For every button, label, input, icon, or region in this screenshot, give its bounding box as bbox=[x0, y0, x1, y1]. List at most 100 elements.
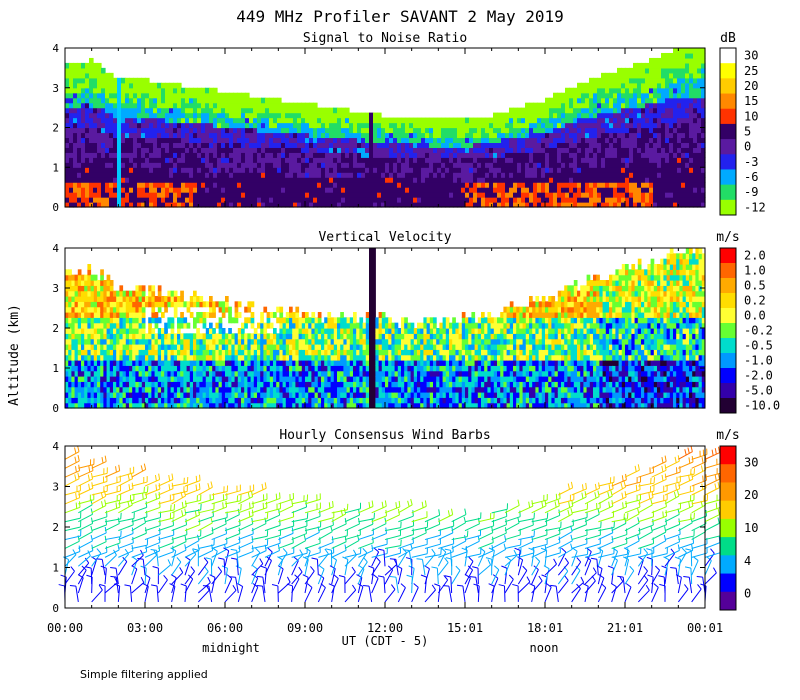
snr-cell bbox=[145, 112, 150, 119]
snr-cell bbox=[209, 172, 214, 178]
velocity-cell bbox=[138, 290, 143, 297]
snr-cell bbox=[337, 177, 342, 183]
snr-cell bbox=[237, 157, 242, 163]
snr-cell bbox=[433, 127, 438, 134]
snr-cell bbox=[241, 142, 246, 148]
snr-cell bbox=[661, 62, 666, 69]
velocity-cell bbox=[135, 290, 140, 297]
velocity-cell bbox=[241, 344, 245, 350]
snr-cell bbox=[117, 137, 122, 144]
snr-cell bbox=[689, 92, 694, 99]
snr-cell bbox=[533, 162, 538, 168]
snr-cell bbox=[413, 192, 418, 198]
snr-cell bbox=[689, 97, 694, 104]
snr-cell bbox=[221, 142, 226, 148]
snr-cell bbox=[73, 162, 78, 168]
velocity-cell bbox=[148, 322, 152, 329]
snr-cell bbox=[305, 202, 310, 208]
velocity-cell bbox=[97, 360, 101, 366]
snr-cell bbox=[589, 102, 594, 109]
snr-cell bbox=[97, 142, 102, 148]
snr-cell bbox=[501, 187, 506, 193]
velocity-cell bbox=[81, 360, 85, 366]
snr-cell bbox=[261, 107, 266, 114]
snr-cell bbox=[601, 147, 606, 153]
snr-cell bbox=[297, 167, 302, 173]
snr-cell bbox=[129, 187, 134, 193]
snr-cell bbox=[381, 142, 386, 148]
snr-cell bbox=[601, 177, 606, 183]
snr-cell bbox=[289, 182, 294, 188]
snr-cell bbox=[101, 177, 106, 183]
velocity-cell bbox=[161, 312, 165, 318]
snr-cell bbox=[381, 122, 386, 129]
snr-cell bbox=[89, 117, 94, 124]
snr-cell bbox=[197, 202, 202, 208]
snr-cell bbox=[509, 177, 514, 183]
snr-cell bbox=[661, 117, 666, 124]
snr-cell bbox=[345, 142, 350, 148]
snr-cell bbox=[649, 87, 654, 94]
snr-cell bbox=[673, 97, 678, 104]
snr-cell bbox=[153, 147, 158, 153]
velocity-cell bbox=[132, 317, 136, 324]
velocity-cell bbox=[157, 296, 162, 302]
snr-cell bbox=[221, 187, 226, 193]
snr-cell bbox=[221, 92, 226, 99]
snr-cell bbox=[601, 167, 606, 173]
snr-cell bbox=[521, 142, 526, 148]
snr-cell bbox=[445, 177, 450, 183]
snr-cell bbox=[209, 97, 214, 104]
snr-cell bbox=[541, 152, 546, 158]
snr-cell bbox=[209, 117, 214, 124]
snr-cell bbox=[421, 192, 426, 198]
snr-cell bbox=[309, 117, 314, 124]
snr-cell bbox=[549, 157, 554, 163]
snr-cell bbox=[581, 107, 586, 114]
snr-cell bbox=[269, 162, 274, 168]
velocity-cell bbox=[132, 328, 136, 334]
velocity-cell bbox=[231, 365, 236, 372]
snr-cell bbox=[85, 112, 90, 119]
snr-cell bbox=[337, 122, 342, 129]
snr-cell bbox=[377, 172, 382, 178]
snr-cell bbox=[673, 67, 678, 74]
velocity-cell bbox=[215, 365, 220, 372]
snr-colorbar-unit: dB bbox=[720, 31, 736, 46]
velocity-cell bbox=[234, 365, 239, 372]
snr-cell bbox=[677, 57, 682, 64]
velocity-cell bbox=[241, 370, 245, 377]
snr-cell bbox=[569, 192, 574, 198]
snr-cell bbox=[185, 122, 190, 129]
snr-cell bbox=[157, 117, 162, 124]
snr-cell bbox=[353, 182, 358, 188]
snr-cell bbox=[145, 192, 150, 198]
snr-cell bbox=[373, 122, 378, 129]
velocity-cell bbox=[237, 312, 242, 318]
snr-cell bbox=[137, 142, 142, 148]
snr-cell bbox=[437, 122, 442, 129]
snr-cell bbox=[577, 167, 582, 173]
snr-cell bbox=[121, 112, 126, 119]
snr-cell bbox=[565, 107, 570, 114]
snr-cell bbox=[673, 82, 678, 89]
snr-cell bbox=[449, 127, 454, 134]
snr-cell bbox=[669, 87, 674, 94]
snr-cell bbox=[137, 137, 142, 144]
snr-cell bbox=[661, 87, 666, 94]
snr-cell bbox=[413, 142, 418, 148]
snr-cell bbox=[305, 107, 310, 114]
snr-cell bbox=[569, 137, 574, 144]
snr-cell bbox=[497, 122, 502, 129]
snr-cell bbox=[609, 177, 614, 183]
snr-cell bbox=[385, 192, 390, 198]
snr-cell bbox=[501, 172, 506, 178]
snr-cell bbox=[205, 182, 210, 188]
snr-cell bbox=[109, 157, 114, 163]
snr-cell bbox=[589, 197, 594, 203]
snr-cell bbox=[73, 152, 78, 158]
snr-cell bbox=[301, 197, 306, 203]
snr-cell bbox=[481, 202, 486, 208]
snr-cell bbox=[421, 197, 426, 203]
snr-cell bbox=[229, 152, 234, 158]
